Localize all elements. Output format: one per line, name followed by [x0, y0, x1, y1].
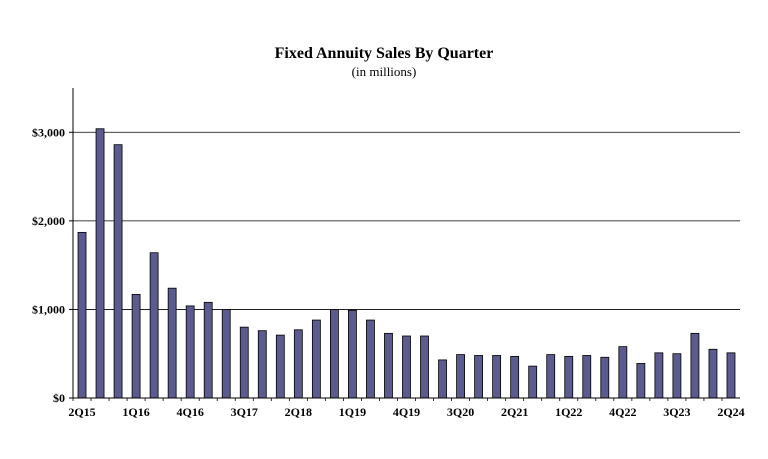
bar-2Q18 [293, 329, 303, 399]
bar-1Q22 [564, 355, 574, 399]
bar-3Q18 [311, 319, 321, 399]
bar-4Q16 [185, 305, 195, 399]
chart-title: Fixed Annuity Sales By Quarter [275, 45, 494, 62]
bar-1Q19 [348, 309, 357, 399]
bar-4Q15 [113, 144, 123, 399]
bar-4Q19 [402, 335, 411, 399]
bar-1Q20 [420, 335, 429, 399]
y-tick-label: $3,000 [32, 125, 65, 139]
bar-1Q17 [203, 301, 213, 399]
bar-3Q21 [528, 365, 538, 399]
x-tick-label: 4Q16 [177, 405, 204, 419]
bar-4Q17 [257, 330, 267, 399]
x-tick-label: 3Q17 [231, 405, 258, 419]
y-tick-label: $2,000 [32, 214, 65, 228]
bar-1Q18 [275, 334, 285, 399]
bar-2Q22 [582, 355, 592, 399]
bar-2Q20 [438, 359, 447, 399]
x-tick-label: 2Q24 [717, 405, 744, 419]
bar-2Q17 [221, 309, 231, 399]
bar-3Q23 [672, 353, 682, 399]
x-tick-label: 1Q16 [122, 405, 149, 419]
bar-4Q22 [618, 346, 628, 399]
bar-2Q21 [510, 355, 520, 399]
bar-2Q15 [77, 231, 87, 399]
bar-4Q21 [546, 354, 556, 399]
bar-4Q18 [329, 309, 339, 399]
bar-1Q23 [636, 363, 646, 399]
y-tick-label: $0 [53, 391, 65, 405]
bar-3Q17 [239, 326, 249, 399]
y-tick-label: $1,000 [32, 302, 65, 316]
y-axis-ticks: $0 $1,000 $2,000 $3,000 [32, 125, 73, 405]
axes [72, 88, 740, 399]
x-tick-label: 3Q20 [447, 405, 474, 419]
bar-4Q23 [690, 332, 700, 399]
bar-2Q23 [654, 352, 664, 399]
bar-1Q21 [492, 355, 502, 399]
bar-3Q22 [600, 356, 610, 399]
bar-3Q20 [456, 354, 465, 399]
x-tick-label: 2Q15 [68, 405, 95, 419]
bar-3Q16 [167, 287, 177, 399]
bar-2Q16 [149, 252, 159, 399]
chart-subtitle: (in millions) [352, 64, 417, 79]
bar-1Q16 [131, 293, 141, 399]
x-axis-ticks: 2Q15 1Q16 4Q16 3Q17 2Q18 1Q19 4Q19 3Q20 2Q21 1Q22… [68, 398, 745, 419]
bar-1Q24 [708, 348, 718, 399]
x-tick-label: 4Q22 [609, 405, 636, 419]
bar-2Q19 [366, 319, 375, 399]
x-tick-label: 2Q21 [501, 405, 528, 419]
gridlines [73, 131, 740, 310]
x-tick-label: 2Q18 [285, 405, 312, 419]
x-tick-label: 4Q19 [393, 405, 420, 419]
bars [77, 128, 736, 399]
x-tick-label: 1Q22 [555, 405, 582, 419]
bar-3Q15 [95, 128, 105, 399]
bar-2Q24 [726, 352, 736, 399]
bar-3Q19 [384, 332, 393, 399]
x-tick-label: 3Q23 [663, 405, 690, 419]
bar-4Q20 [474, 355, 484, 399]
x-tick-label: 1Q19 [339, 405, 366, 419]
